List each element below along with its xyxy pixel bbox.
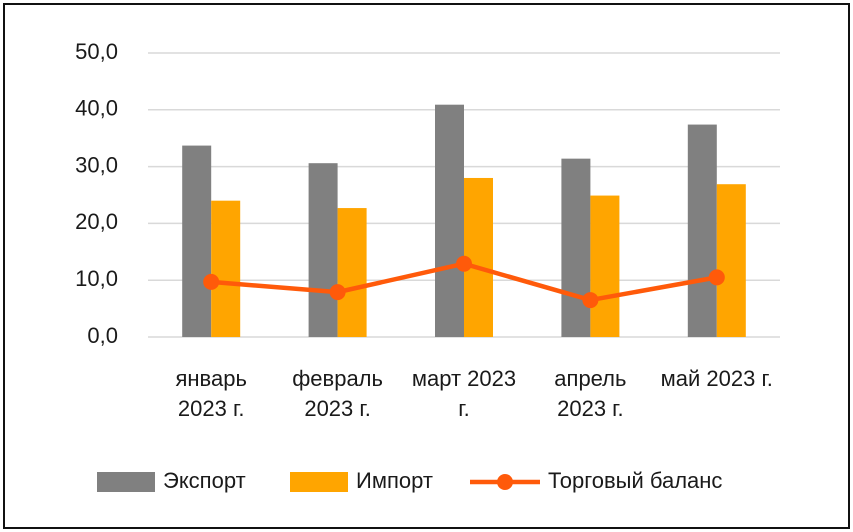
y-tick-label: 40,0 [75, 96, 118, 121]
bar [561, 158, 591, 337]
line-marker [582, 292, 599, 309]
bar [337, 208, 367, 337]
legend-swatch [97, 472, 155, 492]
bar [182, 145, 212, 337]
line-marker [708, 269, 725, 286]
legend-label: Торговый баланс [548, 468, 722, 493]
legend-label: Импорт [356, 468, 433, 493]
legend-label: Экспорт [163, 468, 246, 493]
x-tick-label: февраль 2023 г. [292, 366, 383, 421]
bar [211, 200, 241, 337]
bar [716, 184, 746, 337]
y-tick-label: 30,0 [75, 152, 118, 177]
bar [435, 104, 464, 337]
x-tick-label: март 2023 г. [411, 366, 517, 421]
y-tick-label: 50,0 [75, 39, 118, 64]
x-tick-label: апрель 2023 г. [554, 366, 627, 421]
line-marker [203, 273, 220, 290]
bar [590, 195, 620, 337]
line-marker [456, 255, 472, 272]
frame [3, 3, 850, 529]
legend-swatch [290, 472, 348, 492]
y-tick-label: 10,0 [75, 266, 118, 291]
y-tick-label: 20,0 [75, 209, 118, 234]
x-tick-label: май 2023 г. [660, 366, 773, 391]
y-tick-label: 0,0 [87, 323, 118, 348]
bar [308, 163, 338, 337]
legend-swatch [497, 474, 513, 490]
line-marker [329, 284, 346, 301]
bar [687, 124, 717, 338]
x-tick-label: январь 2023 г. [175, 366, 247, 421]
